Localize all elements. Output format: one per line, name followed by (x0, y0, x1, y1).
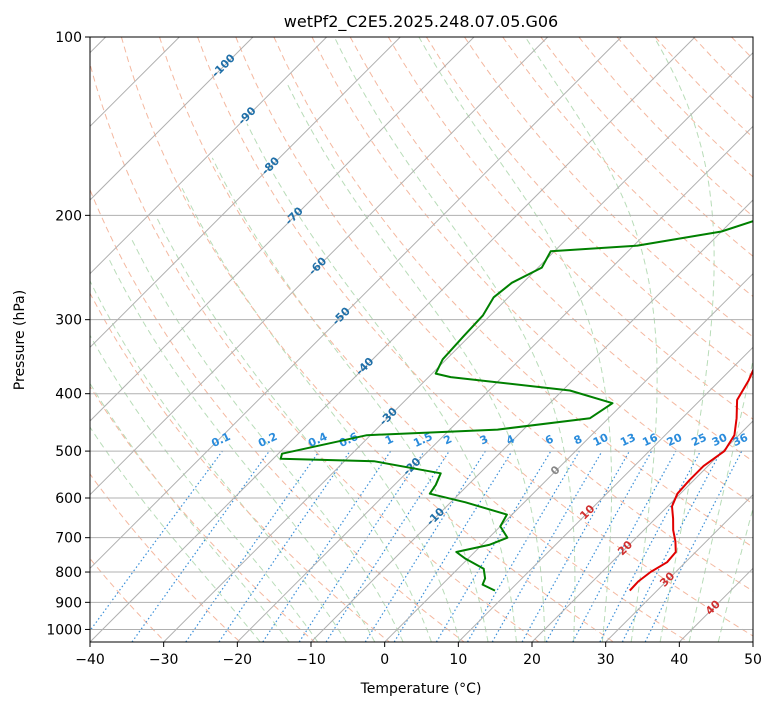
temperature-profile (629, 367, 753, 592)
moist-adiabat (90, 334, 319, 642)
mixing-ratio-label: 20 (665, 431, 685, 449)
moist-adiabat (90, 279, 347, 642)
x-tick-label: 20 (523, 652, 541, 668)
mixing-ratio-line (393, 450, 513, 642)
dry-adiabat (120, 37, 614, 642)
dry-adiabat (90, 62, 540, 642)
dry-adiabat (90, 385, 316, 642)
isotherm-line (457, 346, 753, 642)
dry-adiabat (425, 37, 753, 379)
moist-adiabat (524, 37, 658, 642)
isotherm-line (90, 37, 549, 496)
mixing-ratio-label: 30 (710, 431, 730, 449)
chart-title: wetPf2_C2E5.2025.248.07.05.G06 (284, 12, 558, 32)
x-tick-label: −10 (296, 652, 326, 668)
mixing-ratio-label: 13 (618, 431, 637, 449)
plot-area (90, 37, 753, 642)
x-tick-label: −20 (223, 652, 253, 668)
moist-adiabat (131, 239, 404, 642)
y-tick-label: 100 (55, 30, 82, 46)
mixing-ratio-line (262, 450, 392, 642)
isotherm-line (90, 37, 622, 570)
x-axis-label: Temperature (°C) (360, 681, 482, 697)
y-tick-label: 1000 (46, 622, 82, 638)
x-tick-label: 50 (744, 652, 762, 668)
mixing-ratio-line (218, 450, 351, 642)
x-tick-label: −40 (75, 652, 105, 668)
isotherm-line (90, 37, 475, 422)
y-axis-label: Pressure (hPa) (12, 290, 28, 390)
isotherm-line (163, 51, 753, 642)
moist-adiabats (90, 37, 753, 642)
mixing-ratio-line (185, 450, 320, 642)
plot-background (90, 37, 753, 642)
moist-adiabat (90, 426, 261, 642)
dry-adiabat (387, 37, 753, 420)
moist-adiabat (286, 83, 546, 642)
y-tick-label: 500 (55, 444, 82, 460)
isotherm-line (310, 199, 753, 642)
dry-adiabat (273, 37, 753, 548)
dry-adiabat (159, 37, 689, 642)
moist-adiabat (107, 256, 376, 642)
isotherm-line (605, 493, 753, 642)
mixing-ratio-line (325, 450, 450, 642)
isotherm-line (90, 37, 254, 201)
dry-adiabat (90, 557, 166, 642)
y-tick-label: 600 (55, 491, 82, 507)
isotherm-line (752, 641, 753, 642)
moist-adiabat (181, 187, 461, 642)
mixing-ratio-label: 16 (640, 431, 660, 449)
x-tick-label: 0 (380, 652, 389, 668)
grid-lines (90, 37, 753, 642)
isotherm-line (90, 37, 696, 642)
y-tick-label: 400 (55, 387, 82, 403)
x-tick-label: 40 (670, 652, 688, 668)
moist-adiabat (717, 506, 753, 642)
mixing-ratio-line (545, 450, 653, 642)
y-tick-label: 300 (55, 313, 82, 329)
mixing-ratio-line (298, 450, 425, 642)
y-tick-label: 700 (55, 531, 82, 547)
dewpoint-profile (279, 220, 753, 592)
dry-adiabats (90, 37, 775, 642)
y-tick-label: 900 (55, 595, 82, 611)
mixing-ratio-label: 36 (731, 431, 751, 449)
x-tick-label: 30 (597, 652, 615, 668)
isotherm-line (531, 420, 753, 642)
isotherm-line (90, 37, 401, 349)
dry-adiabat (90, 188, 465, 642)
dry-adiabat (770, 37, 775, 642)
mixing-ratio-line (572, 450, 677, 642)
x-tick-label: −30 (149, 652, 179, 668)
mixing-ratio-line (521, 450, 631, 642)
plot-border (89, 36, 754, 643)
y-tick-label: 200 (55, 208, 82, 224)
moist-adiabat (418, 37, 613, 642)
moist-adiabat (653, 37, 715, 642)
x-tick-label: 10 (449, 652, 467, 668)
moist-adiabat (90, 382, 290, 642)
axis-ticks: −40 −30 −20 −10 0 10 20 30 40 50 100 200 300 400 500 60… (46, 30, 762, 668)
mixing-ratio-label: 10 (591, 431, 611, 449)
mixing-ratio-line (90, 450, 223, 632)
mixing-ratio-lines (90, 450, 743, 642)
plot-frame (89, 36, 754, 643)
isotherm-line (384, 272, 753, 642)
moist-adiabat (333, 37, 576, 642)
moist-adiabat (688, 358, 753, 642)
mixing-ratio-line (131, 450, 270, 642)
y-tick-label: 800 (55, 565, 82, 581)
profiles (279, 220, 753, 592)
isotherm-line (236, 125, 753, 642)
isotherm-line (90, 37, 328, 275)
mixing-ratio-line (644, 450, 743, 642)
mixing-ratio-label: 25 (689, 431, 708, 449)
moist-adiabat (246, 123, 517, 642)
